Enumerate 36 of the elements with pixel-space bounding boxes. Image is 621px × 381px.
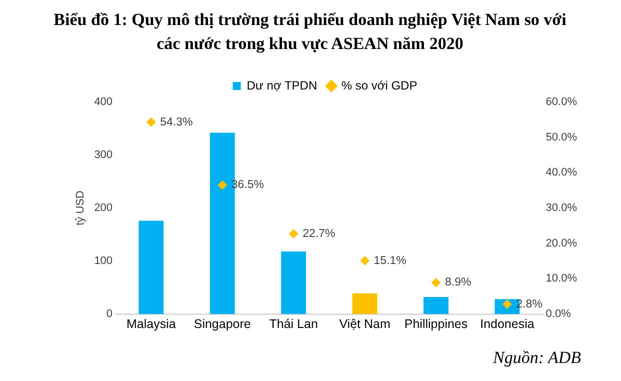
y2-tick-label: 20.0% <box>546 237 578 250</box>
point <box>146 118 156 127</box>
y-tick-label: 400 <box>94 96 113 108</box>
point <box>289 229 298 238</box>
y-tick-label: 300 <box>94 149 113 162</box>
point <box>360 256 370 266</box>
y-tick-label: 0 <box>106 308 113 320</box>
point <box>218 180 227 190</box>
x-tick-label: Malaysia <box>126 316 176 331</box>
data-label: 22.7% <box>302 228 336 240</box>
legend-label: Dư nợ TPDN <box>246 78 318 92</box>
x-tick-label: Việt Nam <box>339 316 390 331</box>
y2-tick-label: 40.0% <box>546 166 578 179</box>
y2-tick-label: 30.0% <box>546 202 578 214</box>
chart-title: Biểu đồ 1: Quy mô thị trường trái phiếu doanh nghiệp Việt Nam so với các nước trong khu vực ASEAN năm 2020 <box>52 9 568 55</box>
x-tick-label: Indonesia <box>480 316 534 331</box>
x-tick-label: Thái Lan <box>269 316 318 331</box>
legend-label: % so với GDP <box>341 78 418 92</box>
y2-tick-label: 50.0% <box>546 131 578 144</box>
point <box>431 278 440 288</box>
data-label: 54.3% <box>160 116 193 128</box>
data-label: 8.9% <box>444 276 472 289</box>
y-tick-label: 100 <box>94 255 113 268</box>
y2-tick-label: 10.0% <box>546 272 578 285</box>
bar <box>352 293 378 314</box>
y-axis-title: tỷ USD <box>74 190 87 226</box>
bar <box>281 251 306 314</box>
text: Nguồn: ADB <box>493 348 581 368</box>
x-tick-label: Singapore <box>194 316 251 331</box>
x-tick-label: Phillippines <box>404 316 468 331</box>
y-tick-label: 200 <box>94 202 113 214</box>
y2-tick-label: 0.0% <box>546 308 572 320</box>
data-label: 15.1% <box>374 254 406 267</box>
y2-tick-label: 60.0% <box>546 96 578 108</box>
bar <box>424 297 448 314</box>
bar <box>138 220 164 314</box>
